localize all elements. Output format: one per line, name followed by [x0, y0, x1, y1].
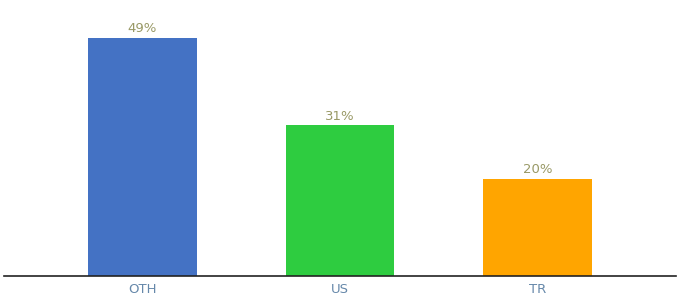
Text: 31%: 31%: [325, 110, 355, 123]
Bar: [286, 125, 394, 276]
Text: 49%: 49%: [128, 22, 157, 35]
Bar: [483, 179, 592, 276]
Text: 20%: 20%: [523, 163, 552, 176]
Bar: [88, 38, 197, 276]
